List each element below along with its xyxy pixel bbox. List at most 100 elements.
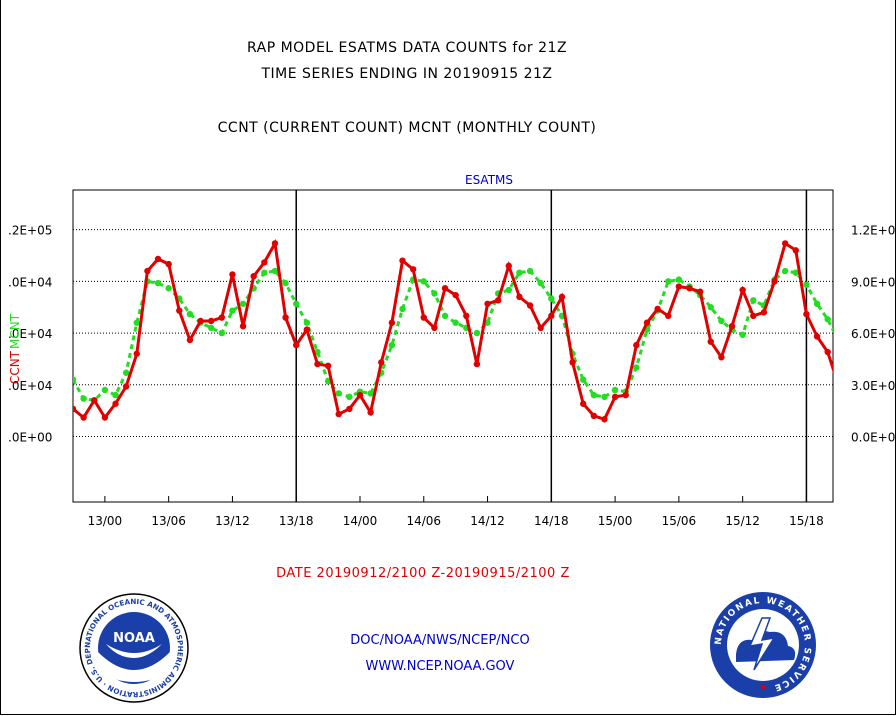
x-tick-label: 13/12 xyxy=(215,514,250,528)
point-mcnt xyxy=(452,319,459,326)
point-ccnt xyxy=(590,412,598,420)
point-ccnt xyxy=(696,288,704,295)
chart-title-line2: TIME SERIES ENDING IN 20190915 21Z xyxy=(261,66,553,82)
org-credit: DOC/NOAA/NWS/NCEP/NCO xyxy=(350,633,530,648)
point-mcnt xyxy=(739,331,746,338)
point-ccnt xyxy=(654,305,661,313)
point-mcnt xyxy=(73,376,77,383)
y-axis-label: CCNTMCNT xyxy=(8,313,22,384)
point-ccnt xyxy=(122,383,130,390)
point-mcnt xyxy=(101,386,109,394)
point-mcnt xyxy=(813,300,821,307)
point-ccnt xyxy=(165,260,172,268)
y-tick-label-right: 1.2E+0 xyxy=(851,224,895,238)
point-ccnt xyxy=(303,326,311,333)
x-tick-label: 15/06 xyxy=(662,514,697,528)
point-mcnt xyxy=(420,278,427,285)
point-ccnt xyxy=(675,283,683,290)
x-tick-label: 14/18 xyxy=(534,514,569,528)
date-range-label: DATE 20190912/2100 Z-20190915/2100 Z xyxy=(276,566,570,581)
point-ccnt xyxy=(101,414,109,421)
point-ccnt xyxy=(665,312,672,320)
point-ccnt xyxy=(271,240,279,247)
x-tick-label: 13/00 xyxy=(88,514,123,528)
point-ccnt xyxy=(526,302,534,309)
point-ccnt xyxy=(367,409,374,416)
point-mcnt xyxy=(346,393,353,401)
point-mcnt xyxy=(303,319,311,326)
point-ccnt xyxy=(601,416,608,423)
point-mcnt xyxy=(133,319,140,326)
point-mcnt xyxy=(239,300,247,307)
point-ccnt xyxy=(622,391,629,399)
y-tick-label-right: 6.0E+0 xyxy=(851,327,895,341)
y-tick-label-right: 3.0E+0 xyxy=(851,379,895,393)
point-mcnt xyxy=(154,279,162,287)
point-mcnt xyxy=(314,348,321,356)
y-tick-label-left: .2E+05 xyxy=(8,224,52,238)
point-ccnt xyxy=(293,341,300,349)
y-tick-label-left: .0E+04 xyxy=(8,327,52,341)
point-mcnt xyxy=(718,317,725,325)
point-mcnt xyxy=(207,324,215,332)
point-mcnt xyxy=(335,390,342,397)
point-ccnt xyxy=(463,312,470,320)
point-ccnt xyxy=(80,414,87,421)
point-ccnt xyxy=(144,267,151,275)
point-ccnt xyxy=(611,393,619,401)
point-ccnt xyxy=(218,314,226,321)
plot-frame xyxy=(72,189,834,503)
point-mcnt xyxy=(271,267,279,275)
point-mcnt xyxy=(707,304,714,311)
point-ccnt xyxy=(176,307,183,314)
point-ccnt xyxy=(803,310,810,318)
point-ccnt xyxy=(835,382,841,388)
point-mcnt xyxy=(803,281,810,289)
point-ccnt xyxy=(314,360,321,368)
point-ccnt xyxy=(356,391,364,399)
point-ccnt xyxy=(718,354,725,361)
point-mcnt xyxy=(293,300,300,307)
y-tick-label-left: .0E+04 xyxy=(8,275,52,289)
y-tick-label-right: 0.0E+0 xyxy=(851,430,895,444)
point-ccnt xyxy=(484,300,491,307)
point-mcnt xyxy=(505,286,513,294)
y-axis-label-mcnt: MCNT xyxy=(8,313,22,349)
point-mcnt xyxy=(282,279,289,287)
noaa-logo-icon: NATIONAL OCEANIC AND ATMOSPHERIC ADMINIS… xyxy=(78,592,189,703)
point-ccnt xyxy=(420,314,427,321)
point-ccnt xyxy=(239,322,247,330)
point-mcnt xyxy=(112,391,119,399)
point-ccnt xyxy=(261,259,268,266)
x-tick-label: 15/00 xyxy=(598,514,633,528)
point-ccnt xyxy=(282,314,289,321)
point-ccnt xyxy=(707,338,714,345)
point-ccnt xyxy=(686,285,693,292)
point-mcnt xyxy=(835,337,841,343)
point-mcnt xyxy=(611,386,619,394)
point-mcnt xyxy=(526,267,534,275)
series-line-ccnt xyxy=(73,238,833,422)
point-ccnt xyxy=(728,322,736,330)
point-ccnt xyxy=(580,400,587,407)
point-ccnt xyxy=(154,255,162,263)
chart-title-line1: RAP MODEL ESATMS DATA COUNTS for 21Z xyxy=(246,40,568,56)
x-tick-label: 14/06 xyxy=(406,514,441,528)
point-ccnt xyxy=(441,285,449,292)
point-mcnt xyxy=(781,267,789,275)
point-mcnt xyxy=(122,369,130,376)
point-mcnt xyxy=(186,310,194,318)
point-mcnt xyxy=(473,329,481,337)
point-ccnt xyxy=(399,257,406,264)
point-mcnt xyxy=(537,279,544,287)
point-ccnt xyxy=(558,293,566,301)
point-ccnt xyxy=(633,341,640,349)
website-link[interactable]: WWW.NCEP.NOAA.GOV xyxy=(365,659,515,674)
point-ccnt xyxy=(824,348,831,356)
point-ccnt xyxy=(73,405,77,413)
point-ccnt xyxy=(452,291,459,299)
point-ccnt xyxy=(760,309,768,316)
point-ccnt xyxy=(781,240,789,247)
point-mcnt xyxy=(675,276,683,283)
point-mcnt xyxy=(261,269,268,276)
